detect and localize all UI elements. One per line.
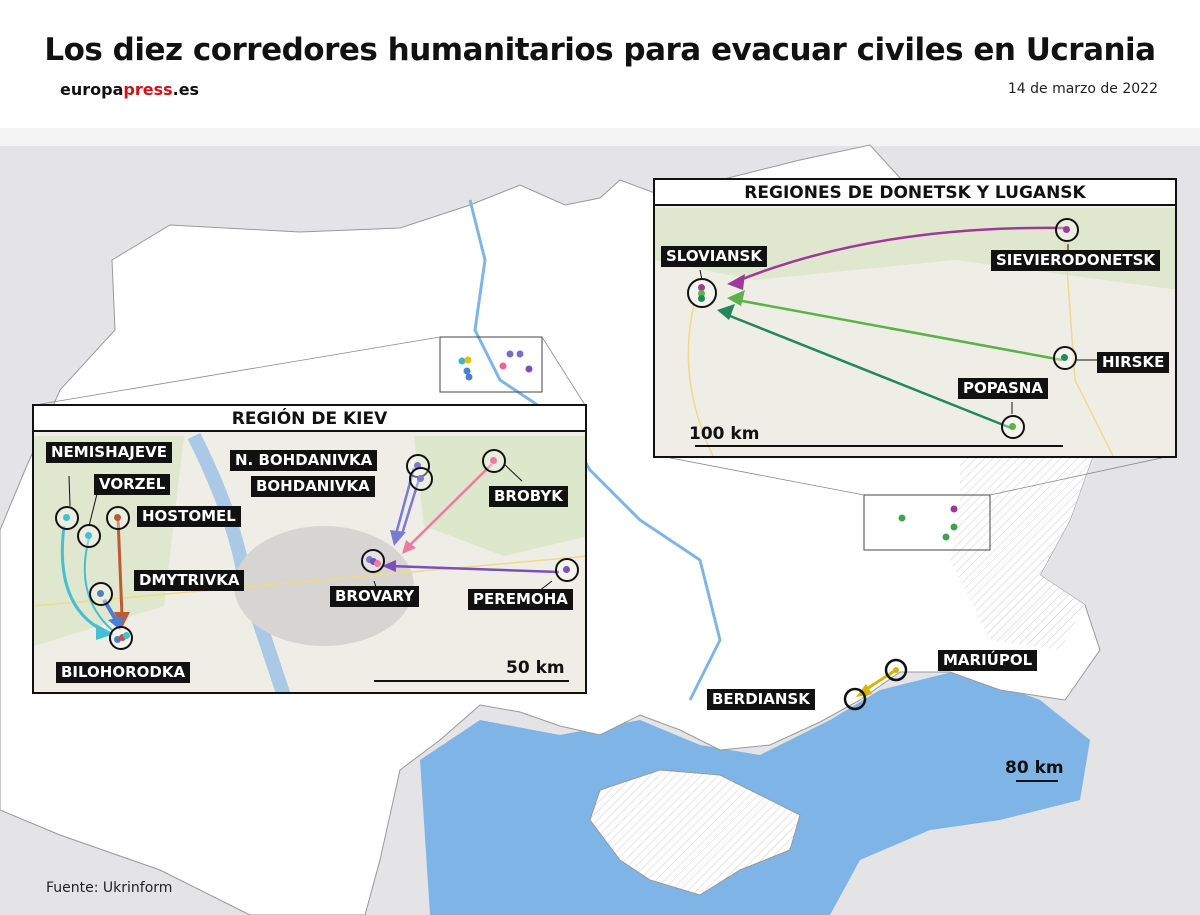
- label-dmytrivka: DMYTRIVKA: [134, 570, 245, 591]
- main-scale-label: 80 km: [1005, 758, 1064, 778]
- kiev-locator-dots: [458, 350, 533, 381]
- page-title: Los diez corredores humanitarios para ev…: [44, 32, 1156, 68]
- logo-part: .es: [172, 80, 200, 99]
- label-peremoha: PEREMOHA: [468, 589, 573, 610]
- label-bohdanivka: BOHDANIVKA: [251, 476, 375, 497]
- donbas-inset: REGIONES DE DONETSK Y LUGANSK SLOVIANSK …: [653, 178, 1177, 458]
- label-bilohorodka: BILOHORODKA: [56, 662, 191, 683]
- label-brobyk: BROBYK: [489, 486, 568, 507]
- label-mariupol: MARIÚPOL: [938, 650, 1038, 671]
- marker-bohdanivka: [409, 467, 433, 491]
- marker-hirske: [1053, 346, 1077, 370]
- date: 14 de marzo de 2022: [1007, 81, 1158, 97]
- marker-popasna: [1001, 415, 1025, 439]
- mariupol-marker: [884, 658, 908, 682]
- marker-sloviansk: [687, 278, 717, 308]
- marker-peremoha: [555, 558, 579, 582]
- label-hirske: HIRSKE: [1097, 352, 1170, 373]
- donbas-inset-map: [655, 208, 1175, 456]
- label-popasna: POPASNA: [958, 378, 1048, 399]
- europapress-logo: europapress.es: [60, 80, 199, 99]
- kiev-inset: REGIÓN DE KIEV NEMISHAJEVE VORZEL HOSTOM…: [32, 404, 587, 694]
- crimea: [589, 769, 801, 896]
- label-vorzel: VORZEL: [94, 474, 171, 495]
- marker-dmytrivka: [89, 582, 113, 606]
- marker-bilohorodka: [109, 626, 133, 650]
- donbas-locator-box: [863, 494, 991, 551]
- marker-brovary: [361, 549, 385, 573]
- kiev-inset-title: REGIÓN DE KIEV: [34, 406, 585, 432]
- donbas-locator-dots: [898, 505, 958, 541]
- source-note: Fuente: Ukrinform: [46, 880, 173, 896]
- berdiansk-marker: [843, 687, 867, 711]
- marker-brobyk: [482, 449, 506, 473]
- logo-part: press: [123, 80, 173, 99]
- marker-vorzel: [77, 524, 101, 548]
- arrowhead: [856, 684, 872, 697]
- donbas-scale-label: 100 km: [689, 424, 760, 444]
- label-nemishajeve: NEMISHAJEVE: [46, 442, 172, 463]
- header: Los diez corredores humanitarios para ev…: [0, 0, 1200, 128]
- label-hostomel: HOSTOMEL: [137, 506, 241, 527]
- label-berdiansk: BERDIANSK: [707, 689, 815, 710]
- donbas-inset-title: REGIONES DE DONETSK Y LUGANSK: [655, 180, 1175, 206]
- marker-nemishajeve: [55, 506, 79, 530]
- label-brovary: BROVARY: [330, 586, 420, 607]
- marker-sievierodonetsk: [1055, 218, 1079, 242]
- logo-part: europa: [60, 80, 124, 99]
- label-n-bohdanivka: N. BOHDANIVKA: [230, 450, 378, 471]
- label-sievierodonetsk: SIEVIERODONETSK: [991, 250, 1161, 271]
- top-band: [0, 128, 1200, 146]
- kiev-locator-box: [439, 336, 543, 393]
- label-sloviansk: SLOVIANSK: [661, 246, 767, 267]
- marker-hostomel: [106, 506, 130, 530]
- kiev-scale-label: 50 km: [506, 658, 565, 678]
